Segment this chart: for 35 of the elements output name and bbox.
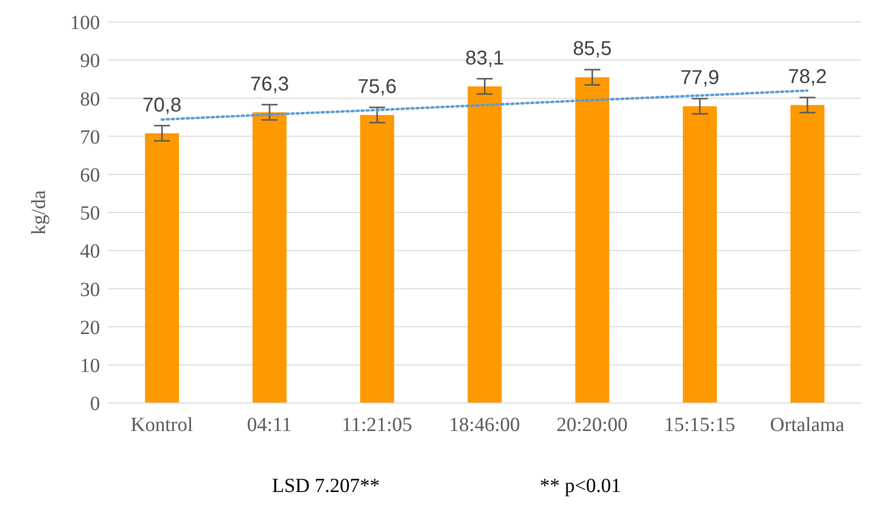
data-label: 77,9 (680, 67, 720, 90)
x-tick-label: 18:46:00 (448, 414, 520, 436)
x-tick-label: 04:11 (246, 414, 292, 436)
y-tick-label: 60 (80, 164, 100, 186)
bar (145, 133, 179, 403)
data-label: 70,8 (142, 94, 182, 116)
y-tick-label: 20 (80, 316, 100, 339)
bar (252, 112, 287, 403)
x-tick-label: 11:21:05 (342, 414, 412, 436)
y-tick-label: 100 (70, 12, 100, 34)
bar (575, 77, 610, 403)
bar (790, 105, 824, 403)
y-tick-label: 40 (80, 240, 100, 263)
x-tick-label: 15:15:15 (664, 414, 736, 436)
bar (360, 114, 394, 403)
y-tick-label: 30 (80, 278, 100, 301)
y-axis-title: kg/da (28, 190, 50, 235)
y-tick-label: 0 (90, 393, 100, 416)
y-tick-label: 70 (80, 126, 100, 148)
y-tick-label: 10 (80, 355, 100, 377)
bar (468, 86, 502, 403)
text: LSD 7.207** (272, 475, 380, 498)
data-label: 76,3 (250, 73, 290, 96)
x-tick-label: Ortalama (770, 414, 845, 436)
x-tick-label: Kontrol (130, 414, 194, 436)
x-tick-label: 20:20:00 (556, 414, 628, 436)
y-tick-label: 90 (80, 50, 100, 72)
data-label: 85,5 (572, 38, 612, 60)
y-tick-label: 50 (80, 202, 100, 225)
data-label: 83,1 (465, 47, 504, 70)
text: ** p<0.01 (540, 475, 622, 498)
bar (682, 106, 717, 403)
data-label: 78,2 (788, 66, 827, 88)
y-tick-label: 80 (80, 88, 100, 110)
data-label: 75,6 (358, 76, 397, 98)
